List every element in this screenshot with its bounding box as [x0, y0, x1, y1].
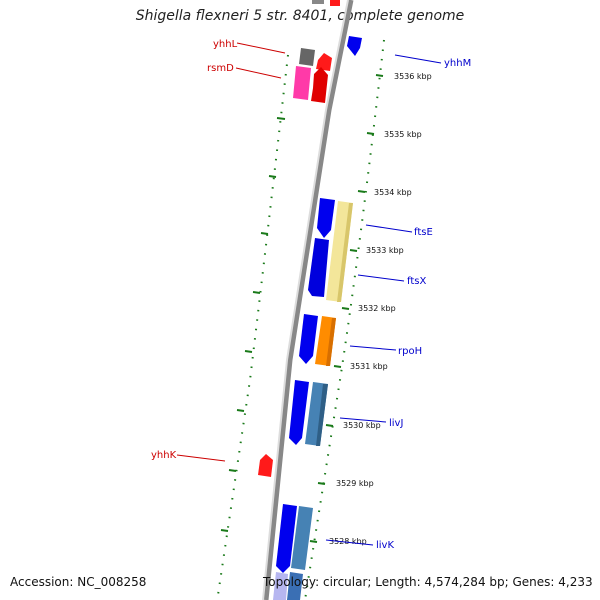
left-major-ticks — [220, 117, 286, 532]
gene-livK-blue-lower — [287, 572, 303, 600]
tick-label-3532: 3532 kbp — [358, 304, 396, 313]
tick-label-3531: 3531 kbp — [350, 362, 388, 371]
gene-ftsE-blue — [317, 198, 335, 238]
gene-label-yhhM: yhhM — [444, 58, 471, 69]
tick-label-3529: 3529 kbp — [336, 479, 374, 488]
gene-rpoH-orange-shade — [326, 318, 336, 366]
gene-label-ftsX: ftsX — [407, 276, 426, 287]
gene-yhhL-gray — [299, 48, 315, 66]
tick-label-3534: 3534 kbp — [374, 188, 412, 197]
gene-label-ftsE: ftsE — [414, 227, 433, 238]
gene-rpoH-blue — [299, 314, 318, 364]
gene-livJ-steel-shade — [316, 384, 328, 446]
gene-ftsE-yellow-shade — [337, 203, 353, 302]
gene-livK-blue — [276, 504, 297, 573]
left-tick-track — [217, 54, 289, 596]
gene-rsmD-red — [311, 67, 328, 103]
gene-yhhL-red — [316, 53, 332, 71]
gene-rsmD-pink — [293, 66, 311, 100]
genome-backbone — [263, 0, 354, 600]
right-tick-track — [304, 39, 385, 600]
map-title: Shigella flexneri 5 str. 8401, complete … — [135, 8, 465, 24]
gene-label-livJ: livJ — [389, 418, 403, 429]
gene-top-cut — [330, 0, 340, 6]
tick-label-3528: 3528 kbp — [329, 537, 367, 546]
tick-label-3536: 3536 kbp — [394, 72, 432, 81]
gene-yhhK — [258, 454, 273, 477]
genome-backbone-highlight — [262, 0, 349, 600]
genome-stats-text: Topology: circular; Length: 4,574,284 bp… — [263, 575, 593, 589]
gene-livK-steel — [291, 506, 313, 570]
accession-text: Accession: NC_008258 — [10, 575, 147, 589]
tick-label-3533: 3533 kbp — [366, 246, 404, 255]
gene-label-livK: livK — [376, 540, 394, 551]
gene-livK-lavender — [273, 572, 288, 600]
gene-label-yhhL: yhhL — [213, 39, 238, 50]
gene-ftsX-blue — [308, 238, 329, 297]
gene-label-yhhK: yhhK — [151, 450, 177, 461]
gene-yhhM — [347, 36, 362, 56]
tick-label-3530: 3530 kbp — [343, 421, 381, 430]
right-major-ticks — [309, 74, 384, 543]
gene-top-gray — [312, 0, 324, 4]
gene-label-rsmD: rsmD — [207, 63, 234, 74]
tick-label-3535: 3535 kbp — [384, 130, 422, 139]
gene-label-rpoH: rpoH — [398, 346, 422, 357]
label-connectors — [176, 42, 442, 546]
gene-livJ-blue — [289, 380, 309, 445]
